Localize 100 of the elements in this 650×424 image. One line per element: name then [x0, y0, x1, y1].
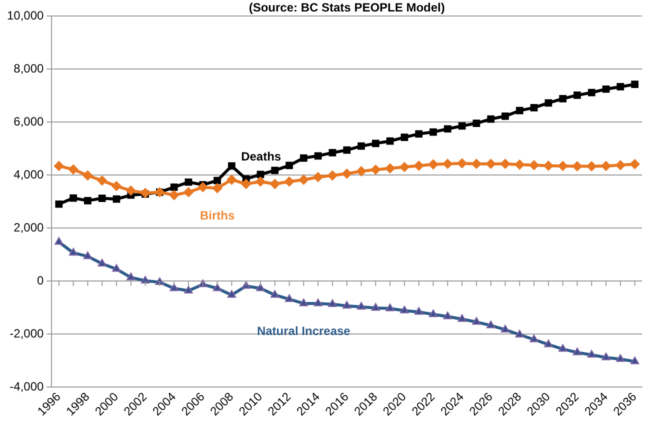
point — [228, 162, 236, 170]
point — [428, 159, 438, 170]
point — [342, 300, 352, 309]
point — [486, 158, 496, 169]
point — [54, 237, 64, 245]
point — [559, 94, 566, 102]
point — [500, 324, 510, 332]
point — [444, 125, 452, 133]
point — [587, 350, 596, 358]
chart-title: (Source: BC Stats PEOPLE Model) — [248, 0, 445, 14]
point — [126, 186, 136, 196]
point — [544, 340, 553, 348]
point — [298, 174, 309, 185]
point — [515, 330, 524, 338]
point — [471, 158, 482, 169]
point — [572, 161, 582, 172]
point — [126, 272, 136, 280]
y-tick-label: 10,000 — [7, 8, 44, 22]
point — [630, 159, 640, 170]
point — [111, 181, 122, 192]
point — [270, 178, 280, 189]
point — [226, 174, 237, 185]
point — [212, 183, 222, 194]
point — [400, 306, 409, 314]
point — [140, 188, 150, 198]
point — [572, 347, 582, 356]
y-tick-label: 6,000 — [14, 114, 44, 128]
point — [343, 146, 351, 154]
point — [616, 354, 625, 362]
point — [356, 166, 366, 176]
point — [443, 311, 452, 320]
point — [169, 190, 180, 200]
point — [472, 120, 480, 127]
point — [616, 83, 624, 90]
point — [270, 290, 280, 298]
point — [170, 283, 178, 292]
point — [84, 196, 92, 204]
point — [328, 149, 336, 156]
point — [214, 176, 221, 184]
point — [487, 115, 495, 123]
point — [83, 251, 92, 260]
point — [588, 88, 596, 96]
point — [631, 80, 638, 88]
y-tick-label: -4,000 — [10, 379, 44, 394]
point — [112, 195, 120, 203]
y-tick-label: 8,000 — [14, 61, 44, 76]
point — [227, 290, 236, 298]
point — [184, 178, 192, 186]
point — [371, 302, 380, 311]
point — [386, 137, 394, 145]
point — [370, 164, 381, 175]
point — [458, 314, 466, 322]
point — [271, 166, 279, 174]
point — [82, 170, 93, 181]
point — [342, 168, 352, 179]
point — [500, 158, 510, 169]
series-label: Natural Increase — [256, 324, 351, 338]
point — [255, 176, 266, 187]
point — [155, 277, 164, 286]
point — [586, 161, 597, 172]
point — [414, 160, 424, 171]
point — [486, 320, 496, 328]
point — [372, 140, 380, 148]
point — [184, 286, 193, 294]
point — [70, 194, 77, 202]
point — [442, 158, 453, 169]
point — [602, 85, 610, 93]
y-tick-label: 2,000 — [14, 220, 44, 234]
point — [328, 299, 337, 308]
point — [400, 134, 408, 142]
point — [68, 248, 78, 256]
point — [428, 309, 438, 318]
point — [516, 106, 524, 114]
point — [241, 178, 252, 189]
point — [212, 283, 222, 292]
y-tick-label: 4,000 — [14, 167, 44, 182]
point — [97, 176, 108, 186]
point — [514, 160, 525, 170]
point — [54, 160, 64, 171]
point — [98, 258, 106, 266]
point — [529, 160, 540, 170]
point — [472, 317, 481, 325]
point — [55, 200, 63, 208]
point — [140, 276, 150, 284]
point — [327, 170, 338, 181]
point — [284, 176, 294, 187]
point — [530, 334, 538, 342]
series-label: Deaths — [241, 149, 282, 164]
point — [385, 163, 396, 174]
point — [457, 158, 468, 168]
y-tick-label: -2,000 — [10, 326, 44, 340]
point — [68, 164, 78, 174]
point — [286, 162, 293, 170]
point — [530, 104, 538, 112]
point — [198, 279, 208, 288]
point — [558, 344, 568, 352]
point — [256, 283, 265, 292]
point — [112, 264, 121, 272]
point — [414, 306, 424, 315]
point — [313, 172, 324, 182]
